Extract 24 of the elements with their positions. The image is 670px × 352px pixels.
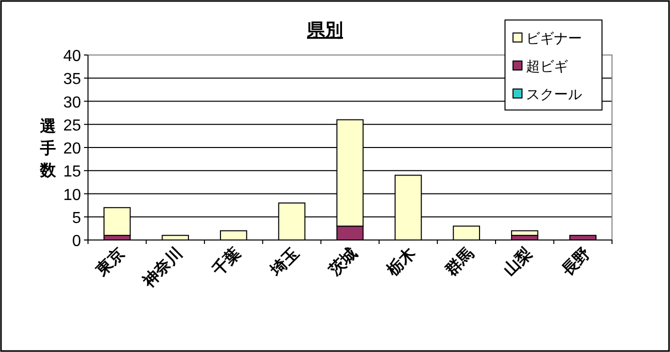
x-tick-label: 千葉 [208, 244, 244, 280]
legend-label: ビギナー [526, 30, 582, 46]
x-tick-label: 山梨 [500, 244, 536, 280]
chart-title: 県別 [306, 20, 343, 40]
x-tick-label: 長野 [558, 244, 594, 280]
y-tick-label: 30 [63, 94, 82, 112]
legend-label: スクール [526, 86, 582, 102]
y-tick-label: 15 [63, 164, 82, 181]
x-tick-label: 群馬 [441, 244, 478, 280]
y-tick-label: 5 [72, 210, 82, 227]
y-tick-label: 10 [63, 186, 82, 204]
bar [511, 230, 538, 236]
x-tick-label: 神奈川 [138, 244, 186, 292]
y-tick-label: 35 [63, 71, 82, 88]
y-tick-label: 0 [72, 233, 82, 250]
y-tick-label: 20 [63, 140, 82, 158]
x-tick-label: 東京 [92, 244, 128, 280]
x-tick-label: 埼玉 [266, 244, 303, 280]
x-tick-label: 茨城 [324, 244, 361, 280]
y-tick-label: 40 [63, 48, 82, 65]
y-axis-title: 選手数 [39, 118, 57, 180]
legend-label: 超ビギ [526, 58, 568, 74]
y-tick-label: 25 [63, 117, 82, 134]
x-tick-label: 栃木 [382, 243, 420, 280]
